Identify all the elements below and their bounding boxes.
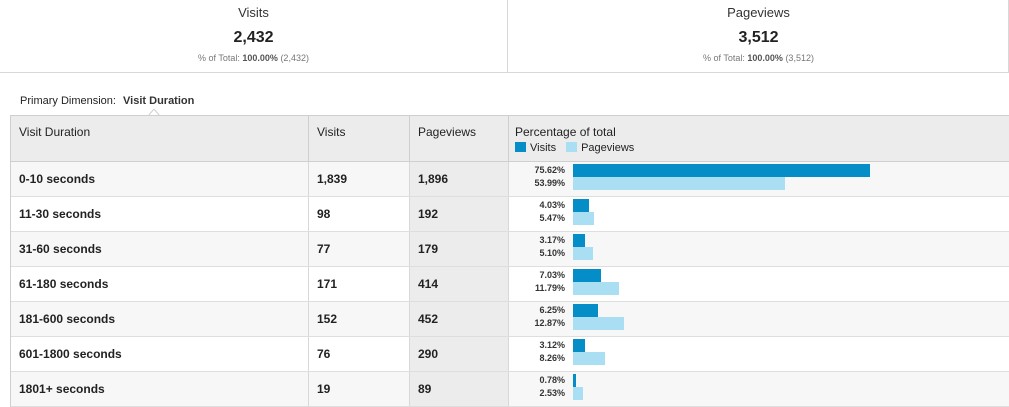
table-row: 61-180 seconds 171 414 7.03% 11.79%: [11, 267, 1009, 302]
header-visits[interactable]: Visits: [309, 116, 410, 162]
percentage-cell: 4.03% 5.47%: [509, 197, 1009, 231]
percentage-cell: 75.62% 53.99%: [509, 162, 1009, 196]
pageviews-cell: 414: [410, 267, 509, 301]
header-visit-duration[interactable]: Visit Duration: [11, 116, 309, 162]
visits-percent-label: 3.17%: [539, 235, 565, 245]
pageviews-cell: 452: [410, 302, 509, 336]
pageviews-pct-prefix: % of Total:: [703, 53, 745, 63]
header-percentage-label: Percentage of total: [515, 125, 616, 139]
pageviews-percent-bar: [573, 352, 606, 365]
table-row: 181-600 seconds 152 452 6.25% 12.87%: [11, 302, 1009, 337]
primary-dimension-value[interactable]: Visit Duration: [123, 95, 195, 107]
visits-percent-bar: [573, 234, 586, 247]
percentage-cell: 3.17% 5.10%: [509, 232, 1009, 266]
visits-cell: 76: [309, 337, 410, 371]
visits-cell: 152: [309, 302, 410, 336]
data-table: Visit Duration Visits Pageviews Percenta…: [10, 115, 1009, 407]
visits-summary-label: Visits: [238, 5, 269, 20]
visits-percent-label: 0.78%: [539, 375, 565, 385]
pageviews-percent-bar: [573, 247, 594, 260]
percentage-cell: 0.78% 2.53%: [509, 372, 1009, 406]
duration-cell: 11-30 seconds: [11, 197, 309, 231]
visits-percent-label: 7.03%: [539, 270, 565, 280]
table-row: 0-10 seconds 1,839 1,896 75.62% 53.99%: [11, 162, 1009, 197]
table-row: 31-60 seconds 77 179 3.17% 5.10%: [11, 232, 1009, 267]
visits-cell: 77: [309, 232, 410, 266]
duration-cell: 601-1800 seconds: [11, 337, 309, 371]
visits-cell: 98: [309, 197, 410, 231]
visits-summary-value: 2,432: [233, 29, 274, 46]
visits-pct-prefix: % of Total:: [198, 53, 240, 63]
pageviews-percent-label: 11.79%: [534, 283, 565, 293]
pageviews-percent-bar: [573, 282, 620, 295]
visits-cell: 19: [309, 372, 410, 406]
visits-cell: 1,839: [309, 162, 410, 196]
pageviews-cell: 179: [410, 232, 509, 266]
legend-visits-swatch: [515, 142, 526, 152]
pageviews-percent-label: 12.87%: [534, 318, 565, 328]
table-row: 1801+ seconds 19 89 0.78% 2.53%: [11, 372, 1009, 407]
pageviews-summary-value: 3,512: [738, 29, 779, 46]
primary-dimension: Primary Dimension: Visit Duration: [20, 95, 194, 107]
percentage-cell: 3.12% 8.26%: [509, 337, 1009, 371]
pageviews-summary-percent: % of Total: 100.00% (3,512): [509, 53, 1008, 63]
visits-pct-value: 100.00%: [242, 53, 278, 63]
pageviews-percent-bar: [573, 212, 595, 225]
visits-percent-label: 6.25%: [539, 305, 565, 315]
duration-cell: 61-180 seconds: [11, 267, 309, 301]
visits-percent-bar: [573, 339, 586, 352]
primary-dimension-label: Primary Dimension:: [20, 95, 116, 107]
header-percentage: Percentage of total Visits Pageviews: [509, 116, 1009, 162]
pageviews-percent-label: 5.10%: [539, 248, 565, 258]
pageviews-pct-total: (3,512): [785, 53, 814, 63]
table-row: 601-1800 seconds 76 290 3.12% 8.26%: [11, 337, 1009, 372]
pageviews-cell: 1,896: [410, 162, 509, 196]
header-pageviews[interactable]: Pageviews: [410, 116, 509, 162]
visits-summary: Visits 2,432 % of Total: 100.00% (2,432): [0, 0, 508, 73]
pageviews-summary-label: Pageviews: [727, 5, 790, 20]
pageviews-summary: Pageviews 3,512 % of Total: 100.00% (3,5…: [509, 0, 1009, 73]
pageviews-percent-bar: [573, 387, 583, 400]
pageviews-cell: 290: [410, 337, 509, 371]
chart-legend: Visits Pageviews: [515, 142, 634, 154]
pageviews-percent-label: 8.26%: [539, 353, 565, 363]
pageviews-percent-label: 53.99%: [534, 178, 565, 188]
visits-percent-label: 4.03%: [539, 200, 565, 210]
pageviews-cell: 192: [410, 197, 509, 231]
duration-cell: 181-600 seconds: [11, 302, 309, 336]
pageviews-pct-value: 100.00%: [747, 53, 783, 63]
visits-percent-bar: [573, 199, 589, 212]
duration-cell: 31-60 seconds: [11, 232, 309, 266]
duration-cell: 1801+ seconds: [11, 372, 309, 406]
visits-percent-bar: [573, 374, 577, 387]
visits-cell: 171: [309, 267, 410, 301]
percentage-cell: 7.03% 11.79%: [509, 267, 1009, 301]
legend-visits-label: Visits: [530, 142, 557, 154]
duration-cell: 0-10 seconds: [11, 162, 309, 196]
visits-percent-label: 3.12%: [539, 340, 565, 350]
pageviews-percent-bar: [573, 177, 786, 190]
pageviews-percent-bar: [573, 317, 624, 330]
visits-summary-percent: % of Total: 100.00% (2,432): [0, 53, 507, 63]
pageviews-percent-label: 5.47%: [539, 213, 565, 223]
legend-pageviews-swatch: [566, 142, 578, 152]
visits-percent-bar: [573, 269, 601, 282]
visits-percent-bar: [573, 304, 598, 317]
table-row: 11-30 seconds 98 192 4.03% 5.47%: [11, 197, 1009, 232]
summary-panel: Visits 2,432 % of Total: 100.00% (2,432)…: [0, 0, 1009, 73]
pageviews-cell: 89: [410, 372, 509, 406]
pageviews-percent-label: 2.53%: [539, 388, 565, 398]
visits-pct-total: (2,432): [280, 53, 309, 63]
visits-percent-label: 75.62%: [534, 165, 565, 175]
table-header: Visit Duration Visits Pageviews Percenta…: [11, 116, 1009, 162]
percentage-cell: 6.25% 12.87%: [509, 302, 1009, 336]
legend-pageviews-label: Pageviews: [581, 142, 635, 154]
visits-percent-bar: [573, 164, 871, 177]
